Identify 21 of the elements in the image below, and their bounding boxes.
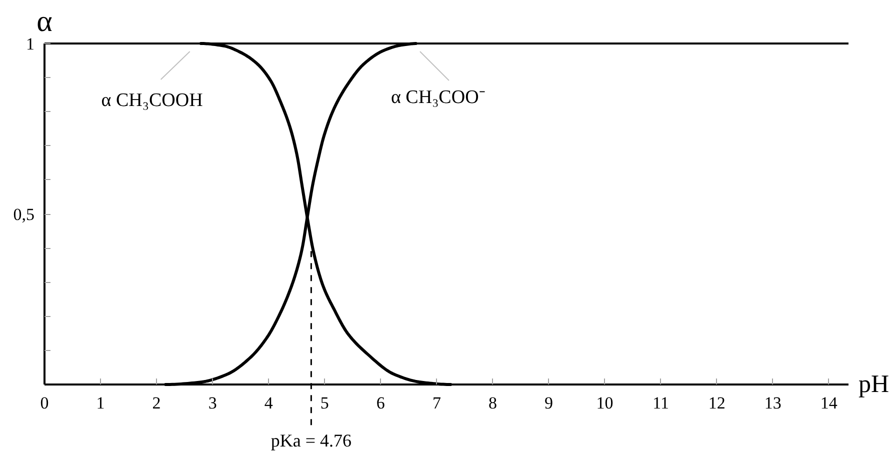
x-axis-title: pH: [858, 371, 890, 398]
y-axis-title: α: [36, 5, 53, 38]
x-tick-label: 6: [376, 394, 385, 412]
x-tick-label: 11: [652, 394, 669, 412]
x-tick-label: 2: [152, 394, 161, 412]
x-tick-label: 8: [488, 394, 497, 412]
x-tick-label: 10: [596, 394, 614, 412]
x-tick-label: 12: [708, 394, 726, 412]
x-tick-label: 9: [544, 394, 553, 412]
text: α CH₃COOH: [101, 90, 204, 111]
y-tick-label: 0,5: [13, 205, 34, 224]
series-label: α CH₃COO⁻: [390, 87, 485, 108]
x-tick-label: 3: [208, 394, 217, 412]
x-tick-label: 1: [96, 394, 105, 412]
ref-line-label: pKa = 4.76: [270, 430, 352, 450]
x-tick-label: 14: [820, 394, 838, 412]
x-tick-label: 4: [264, 394, 274, 412]
x-tick-label: 5: [320, 394, 329, 412]
x-tick-label: 7: [432, 394, 442, 412]
x-tick-label: 13: [764, 394, 782, 412]
x-tick-label: 0: [40, 394, 49, 412]
